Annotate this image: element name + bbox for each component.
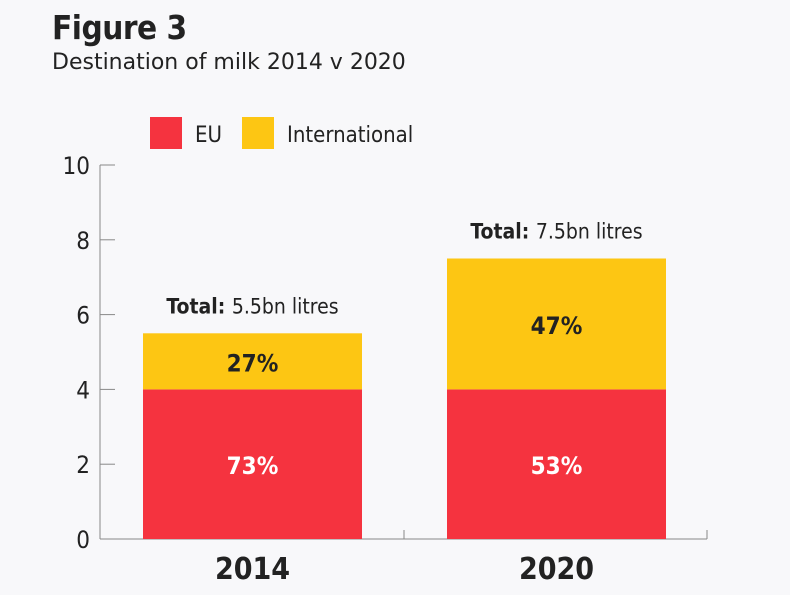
- chart-title: Figure 3: [52, 8, 187, 47]
- y-tick-label: 2: [76, 451, 90, 479]
- legend-swatch-eu: [150, 117, 182, 149]
- total-prefix: Total:: [166, 294, 231, 318]
- legend-swatch-international: [242, 117, 274, 149]
- y-tick-label: 4: [76, 376, 90, 404]
- y-tick-label: 8: [76, 227, 90, 255]
- total-label: Total: 7.5bn litres: [470, 220, 642, 244]
- bar-eu-2020: [447, 389, 666, 539]
- total-value: 5.5bn litres: [232, 294, 339, 318]
- bar-data-label: 27%: [227, 349, 279, 377]
- chart-subtitle: Destination of milk 2014 v 2020: [52, 50, 406, 75]
- total-label: Total: 5.5bn litres: [166, 294, 338, 318]
- x-tick-label: 2020: [519, 552, 594, 587]
- legend-label: EU: [195, 123, 222, 148]
- total-prefix: Total:: [470, 220, 535, 244]
- bar-international-2020: [447, 258, 666, 390]
- bar-data-label: 73%: [227, 452, 279, 480]
- bar-international-2014: [143, 333, 362, 390]
- bar-eu-2014: [143, 389, 362, 539]
- y-tick-label: 10: [63, 152, 90, 180]
- bar-data-label: 47%: [531, 312, 583, 340]
- bar-data-label: 53%: [531, 452, 583, 480]
- y-tick-label: 6: [76, 302, 90, 330]
- total-value: 7.5bn litres: [536, 220, 643, 244]
- x-tick-label: 2014: [215, 552, 290, 587]
- legend-label: International: [287, 123, 413, 148]
- y-tick-label: 0: [76, 526, 90, 554]
